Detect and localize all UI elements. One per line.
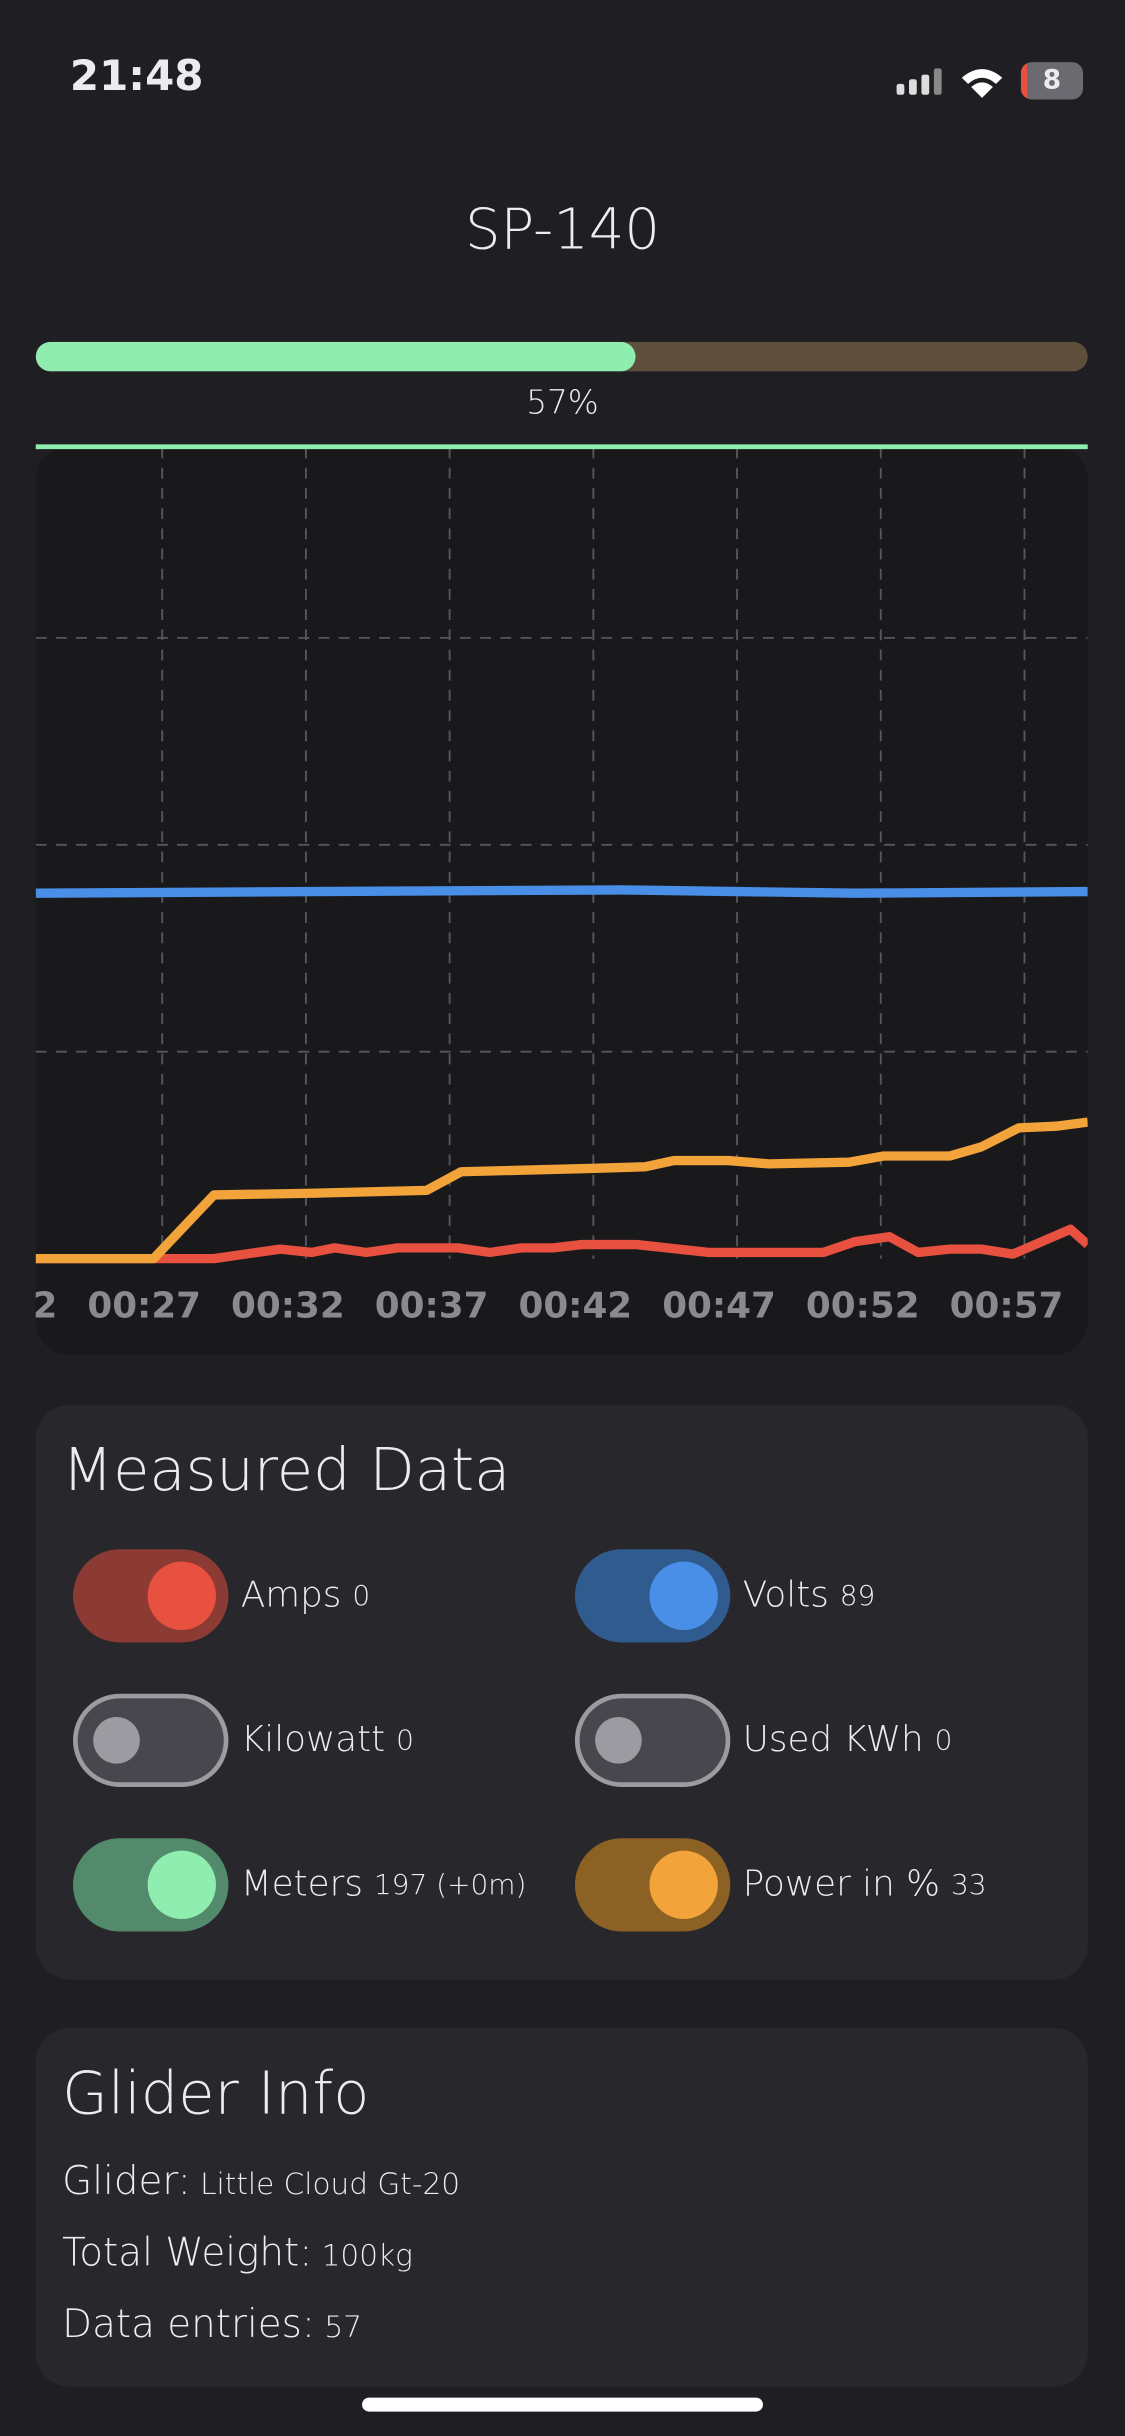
toggle-knob [649,1850,718,1920]
toggle[interactable] [73,1549,229,1643]
status-time: 21:48 [69,52,204,102]
toggle[interactable] [73,1693,229,1787]
item-value: 0 [934,1724,953,1757]
home-indicator [362,2397,763,2412]
line-series [35,1117,1088,1264]
item-label: Meters [240,1864,363,1906]
info-row: Data entries: 57 [62,2301,362,2346]
toggle-knob [649,1561,718,1631]
x-tick-label: 00:37 [375,1286,489,1327]
x-tick-label: 00:27 [87,1286,201,1327]
toggle-item: Volts 89 [574,1549,876,1643]
toggle-knob [595,1717,642,1764]
card-title: Measured Data [62,1435,511,1505]
toggle[interactable] [574,1549,731,1643]
item-label: Used KWh [742,1720,924,1761]
x-tick-label: 00:32 [231,1286,345,1327]
item-label: Volts [742,1575,829,1617]
item-label: Power in % [742,1864,941,1906]
item-value: 89 [839,1579,876,1613]
item-value: 33 [950,1868,987,1902]
toggle-item: Used KWh 0 [574,1693,953,1787]
battery: 8 [1020,62,1084,100]
toggle-item: Amps 0 [73,1549,371,1643]
info-label: Data entries: [62,2301,316,2347]
item-value: 0 [352,1579,371,1613]
line-series [35,1224,1088,1264]
info-value: 57 [324,2310,362,2345]
x-tick-label: 00:47 [662,1286,776,1327]
info-value: Little Cloud Gt-20 [200,2167,461,2202]
toggle-item: Meters 197 (+0m) [73,1838,527,1932]
progress-bar [35,341,1088,372]
plot: 2 00:27 00:32 00:37 00:42 00:47 00:52 00:57 [32,447,1088,1327]
info-label: Glider: [62,2158,191,2204]
progress-label: 57% [526,383,599,422]
x-tick-label: 00:42 [518,1286,632,1327]
toggle[interactable] [574,1838,731,1932]
item-value: 0 [396,1724,414,1757]
measured-card: Measured Data Amps 0 Volts 89 Kilowatt 0 Used … [35,1404,1088,1980]
chart: 2 00:27 00:32 00:37 00:42 00:47 00:52 00:57 [32,444,1088,1355]
status-icons [896,68,1003,98]
info-row: Total Weight: 100kg [62,2230,413,2275]
toggle[interactable] [73,1838,229,1932]
info-row: Glider: Little Cloud Gt-20 [62,2158,460,2203]
device-title: SP-140 [464,198,660,263]
x-tick-label: 00:52 [806,1286,920,1327]
toggle-knob [93,1717,140,1764]
toggle[interactable] [574,1693,731,1787]
info-value: 100kg [321,2239,413,2274]
progress-fill [35,341,636,372]
glider-card: Glider Info Glider: Little Cloud Gt-20 Tot… [35,2027,1088,2387]
x-tick-label: 2 [32,1286,57,1327]
card-title: Glider Info [62,2058,370,2128]
item-label: Kilowatt [240,1720,386,1761]
chart-card [35,445,1088,1355]
x-tick-label: 00:57 [950,1286,1064,1327]
toggle-item: Kilowatt 0 [73,1693,414,1787]
info-label: Total Weight: [62,2229,313,2275]
item-label: Amps [240,1575,342,1617]
item-value: 197 (+0m) [373,1868,527,1902]
line-series [35,885,1088,898]
toggle-knob [147,1850,216,1920]
toggle-item: Power in % 33 [574,1838,987,1932]
toggle-knob [147,1561,216,1631]
